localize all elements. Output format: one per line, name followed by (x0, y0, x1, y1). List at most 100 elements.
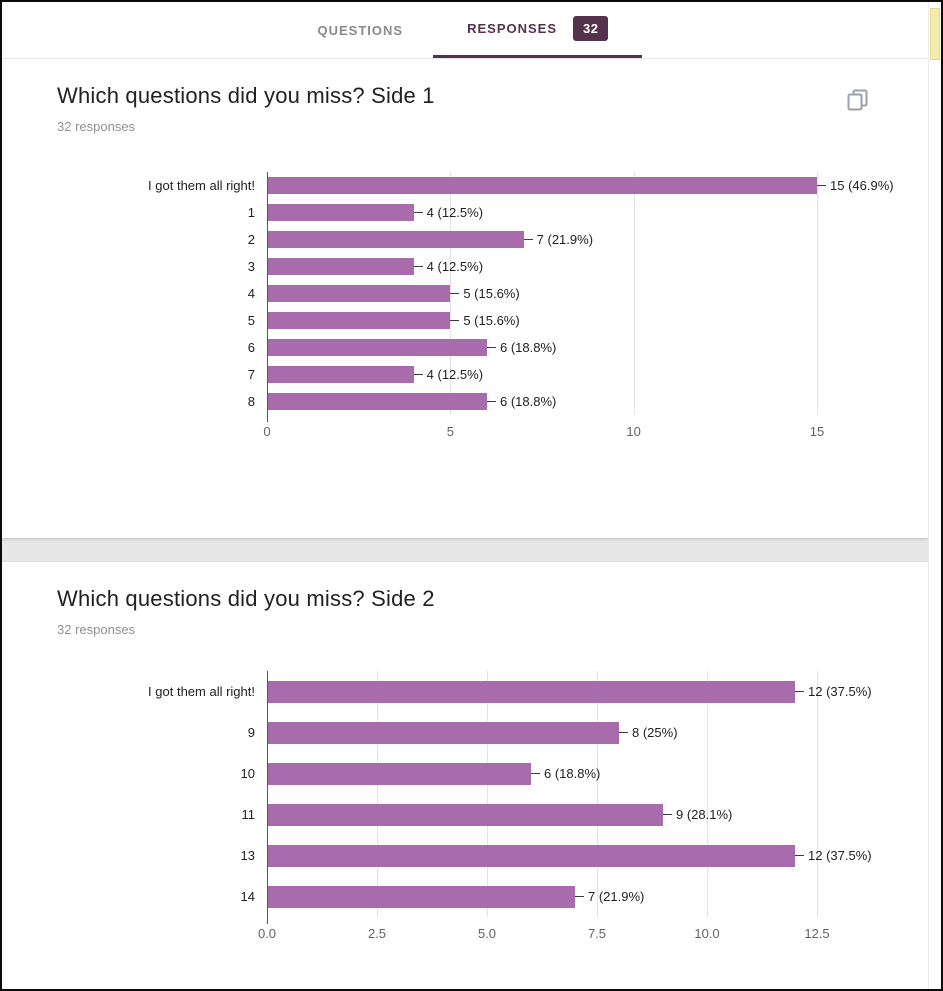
copy-chart-button[interactable] (845, 87, 870, 117)
chart-rows: 15 (46.9%) 4 (12.5%) 7 (21.9%) 4 (12.5%) 5 (… (267, 172, 894, 415)
chart-row: 12 (37.5%) (267, 671, 872, 712)
x-tick-label: 0.0 (257, 926, 277, 941)
tabs-bar: QUESTIONS RESPONSES 32 (2, 2, 928, 59)
category-label: 4 (247, 286, 255, 301)
gridline (817, 671, 818, 917)
annotation-leader-line (413, 212, 423, 213)
bar (267, 258, 414, 275)
tab-responses[interactable]: RESPONSES 32 (433, 2, 643, 58)
chart-row: 7 (21.9%) (267, 876, 817, 917)
bar (267, 762, 531, 785)
bar-annotation: 7 (21.9%) (575, 889, 644, 904)
plot-area: 15 (46.9%) 4 (12.5%) 7 (21.9%) 4 (12.5%) 5 (… (267, 172, 894, 422)
annotation-leader-line (450, 320, 460, 321)
category-axis: I got them all right! 9 10 11 13 14 (57, 671, 267, 917)
bar (267, 885, 575, 908)
chart-row: 12 (37.5%) (267, 835, 872, 876)
bar-annotation: 6 (18.8%) (531, 766, 600, 781)
bar-chart-side-1: I got them all right! 1 2 3 4 5 6 7 8 15 (46.9%) 4… (57, 172, 894, 440)
annotation-leader-line (795, 691, 804, 692)
bar-annotation: 5 (15.6%) (450, 286, 520, 301)
chart-rows: 12 (37.5%) 8 (25%) 6 (18.8%) 9 (28.1%) 12 (3… (267, 671, 872, 917)
category-label: 1 (247, 205, 255, 220)
tab-questions[interactable]: QUESTIONS (288, 2, 434, 58)
annotation-text: 4 (12.5%) (426, 205, 484, 220)
annotation-leader-line (413, 374, 423, 375)
category-axis: I got them all right! 1 2 3 4 5 6 7 8 (57, 172, 267, 415)
bar (267, 680, 795, 703)
category-label: 14 (240, 889, 255, 904)
x-tick-label: 5.0 (477, 926, 497, 941)
x-tick-label: 2.5 (367, 926, 387, 941)
gridline (487, 671, 488, 917)
annotation-text: 4 (12.5%) (426, 367, 484, 382)
bar-annotation: 6 (18.8%) (487, 394, 556, 409)
category-label: 6 (247, 340, 255, 355)
bar (267, 231, 524, 248)
annotation-text: 5 (15.6%) (463, 313, 520, 328)
bar (267, 803, 663, 826)
category-label: I got them all right! (148, 684, 255, 699)
bar-annotation: 6 (18.8%) (487, 340, 556, 355)
bar-chart-side-2: I got them all right! 9 10 11 13 14 12 (37.5%)… (57, 671, 880, 942)
bar (267, 393, 487, 410)
x-axis: 0 5 10 15 (57, 422, 880, 440)
annotation-text: 9 (28.1%) (676, 807, 733, 822)
annotation-leader-line (531, 773, 540, 774)
chart-body: I got them all right! 9 10 11 13 14 12 (37.5%)… (57, 671, 880, 924)
bar-annotation: 12 (37.5%) (795, 684, 872, 699)
x-axis-ticks: 0.0 2.5 5.0 7.5 10.0 12.5 (258, 924, 830, 942)
bar-annotation: 12 (37.5%) (795, 848, 872, 863)
gridline (597, 671, 598, 917)
page-content: QUESTIONS RESPONSES 32 Which questions d… (2, 2, 928, 989)
chart-row: 5 (15.6%) (267, 280, 817, 307)
annotation-text: 7 (21.9%) (588, 889, 645, 904)
annotation-leader-line (619, 732, 628, 733)
bar (267, 204, 414, 221)
bar (267, 339, 487, 356)
scrollbar-thumb[interactable] (930, 8, 940, 60)
x-tick-label: 10.0 (694, 926, 720, 941)
gridline (377, 671, 378, 917)
tab-responses-label: RESPONSES (467, 21, 558, 36)
annotation-leader-line (523, 239, 533, 240)
annotation-text: 12 (37.5%) (808, 684, 872, 699)
x-tick-label: 10 (626, 424, 641, 439)
card-head: Which questions did you miss? Side 2 32 … (57, 562, 880, 637)
annotation-text: 6 (18.8%) (500, 394, 557, 409)
question-title: Which questions did you miss? Side 1 (57, 83, 435, 108)
bar (267, 844, 795, 867)
question-card-side-2: Which questions did you miss? Side 2 32 … (2, 562, 928, 989)
responses-count-badge: 32 (573, 16, 609, 41)
x-tick-label: 12.5 (804, 926, 830, 941)
category-label: I got them all right! (148, 178, 255, 193)
category-label: 7 (247, 367, 255, 382)
bar-annotation: 9 (28.1%) (663, 807, 732, 822)
x-tick-label: 0 (263, 424, 271, 439)
scrollbar[interactable] (928, 2, 941, 989)
annotation-leader-line (575, 896, 584, 897)
category-label: 8 (247, 394, 255, 409)
chart-row: 4 (12.5%) (267, 199, 817, 226)
card-title-block: Which questions did you miss? Side 2 32 … (57, 586, 435, 637)
annotation-leader-line (487, 347, 496, 348)
x-tick-label: 7.5 (587, 926, 607, 941)
chart-row: 9 (28.1%) (267, 794, 817, 835)
x-axis: 0.0 2.5 5.0 7.5 10.0 12.5 (57, 924, 880, 942)
bar-annotation: 4 (12.5%) (413, 259, 483, 274)
bar-annotation: 15 (46.9%) (817, 178, 894, 193)
card-head: Which questions did you miss? Side 1 32 … (57, 59, 880, 134)
annotation-text: 15 (46.9%) (830, 178, 894, 193)
question-card-side-1: Which questions did you miss? Side 1 32 … (2, 59, 928, 538)
annotation-text: 6 (18.8%) (544, 766, 601, 781)
x-tick-label: 15 (809, 424, 825, 439)
bar (267, 177, 817, 194)
annotation-leader-line (795, 855, 804, 856)
category-label: 9 (247, 725, 255, 740)
annotation-text: 5 (15.6%) (463, 286, 520, 301)
tab-questions-label: QUESTIONS (317, 22, 404, 38)
copy-icon (847, 89, 868, 115)
x-tick-label: 5 (446, 424, 454, 439)
x-axis-ticks: 0 5 10 15 (263, 422, 824, 440)
